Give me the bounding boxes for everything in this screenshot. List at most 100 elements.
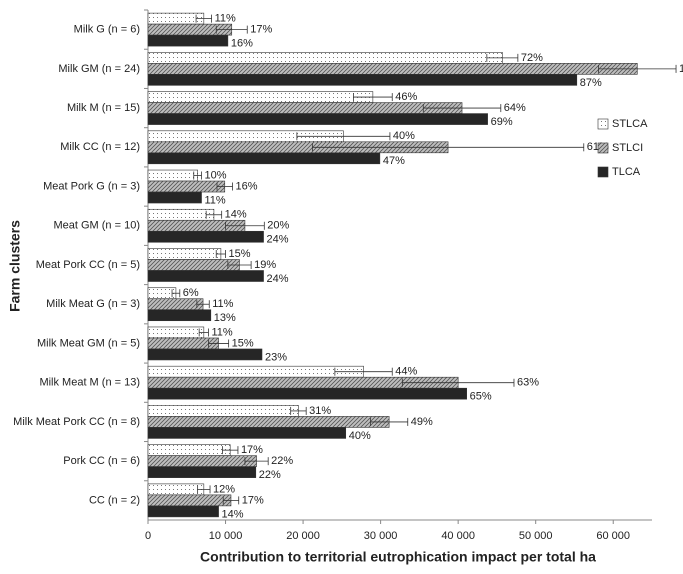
- share-label: 40%: [349, 430, 371, 442]
- y-tick-label: Meat Pork G (n = 3): [43, 180, 140, 192]
- error-bar: [216, 182, 233, 191]
- error-bar: [296, 132, 391, 141]
- bar: [147, 444, 231, 456]
- error-bar: [334, 367, 393, 376]
- share-label: 16%: [236, 180, 258, 192]
- share-label: 47%: [383, 155, 405, 167]
- bar: [147, 416, 390, 428]
- error-bar: [198, 328, 209, 337]
- error-bar: [208, 339, 230, 348]
- bar: [147, 427, 347, 439]
- share-label: 40%: [393, 130, 415, 142]
- error-bar: [486, 53, 519, 62]
- bar: [147, 52, 503, 64]
- error-bar: [215, 25, 248, 34]
- bar: [147, 248, 222, 260]
- share-label: 64%: [504, 102, 526, 114]
- bar: [147, 191, 202, 204]
- share-label: 72%: [521, 52, 543, 64]
- share-label: 16%: [231, 38, 253, 50]
- share-label: 23%: [265, 351, 287, 363]
- share-label: 17%: [250, 24, 272, 36]
- share-label: 13%: [214, 312, 236, 324]
- share-label: 87%: [580, 77, 602, 89]
- bar: [147, 505, 219, 518]
- bar: [147, 483, 205, 496]
- bar: [147, 298, 204, 311]
- share-label: 22%: [259, 469, 281, 481]
- bar: [147, 12, 205, 25]
- bar: [147, 494, 232, 507]
- bar: [147, 74, 578, 86]
- share-label: 49%: [411, 416, 433, 428]
- error-bar: [193, 171, 202, 180]
- y-tick-label: CC (n = 2): [89, 494, 140, 506]
- error-bar: [227, 261, 252, 269]
- error-bar: [197, 485, 211, 494]
- error-bar: [222, 446, 239, 455]
- error-bar: [171, 289, 181, 298]
- error-bar: [422, 104, 502, 113]
- share-label: 17%: [242, 494, 264, 506]
- bar: [147, 91, 374, 103]
- share-label: 100%: [679, 63, 683, 75]
- share-label: 11%: [215, 13, 236, 25]
- bar: [147, 63, 638, 75]
- legend-swatch: [597, 166, 609, 178]
- y-tick-label: Meat GM (n = 10): [53, 220, 140, 232]
- share-label: 15%: [229, 248, 251, 260]
- bar: [147, 365, 364, 378]
- bar: [147, 309, 212, 322]
- share-label: 14%: [225, 209, 247, 221]
- bar: [147, 348, 263, 361]
- share-label: 11%: [212, 298, 233, 310]
- bar: [147, 259, 240, 271]
- x-tick-label: 30 000: [364, 530, 398, 542]
- share-label: 65%: [470, 391, 492, 403]
- bar: [147, 230, 264, 243]
- error-bar: [290, 406, 307, 415]
- x-axis-title: Contribution to territorial eutrophicati…: [200, 549, 596, 565]
- x-tick-label: 60 000: [596, 530, 630, 542]
- share-label: 6%: [183, 287, 199, 299]
- error-bar: [205, 210, 223, 219]
- share-label: 14%: [222, 508, 244, 520]
- error-bar: [215, 250, 226, 258]
- bar: [147, 180, 226, 193]
- share-label: 24%: [267, 273, 289, 285]
- error-bar: [195, 14, 212, 23]
- share-label: 11%: [205, 194, 226, 206]
- error-bar: [370, 417, 409, 426]
- x-tick-label: 50 000: [519, 530, 553, 542]
- share-label: 12%: [213, 483, 235, 495]
- share-label: 11%: [211, 326, 232, 338]
- share-label: 19%: [254, 259, 276, 271]
- share-label: 22%: [271, 455, 293, 467]
- bar: [147, 455, 257, 467]
- bar: [147, 169, 198, 182]
- legend-label: STLCI: [612, 142, 643, 154]
- y-tick-label: Milk M (n = 15): [67, 102, 140, 114]
- legend-label: STLCA: [612, 118, 648, 130]
- share-label: 10%: [205, 169, 227, 181]
- y-tick-label: Milk Meat M (n = 13): [39, 377, 140, 389]
- error-bar: [225, 221, 265, 230]
- error-bar: [222, 496, 240, 505]
- bar: [147, 34, 229, 47]
- bar: [147, 387, 467, 400]
- x-tick-label: 0: [145, 530, 151, 542]
- y-tick-label: Milk Meat G (n = 3): [46, 298, 140, 310]
- y-tick-label: Milk GM (n = 24): [58, 63, 140, 75]
- error-bar: [311, 143, 585, 152]
- error-bar: [353, 93, 393, 102]
- share-label: 15%: [232, 337, 254, 349]
- share-label: 44%: [395, 366, 417, 378]
- error-bar: [244, 457, 269, 466]
- y-tick-label: Pork CC (n = 6): [63, 455, 140, 467]
- x-tick-label: 20 000: [286, 530, 320, 542]
- share-label: 63%: [517, 377, 539, 389]
- legend-swatch: [597, 142, 609, 154]
- bar: [147, 102, 463, 114]
- y-tick-label: Milk CC (n = 12): [60, 141, 140, 153]
